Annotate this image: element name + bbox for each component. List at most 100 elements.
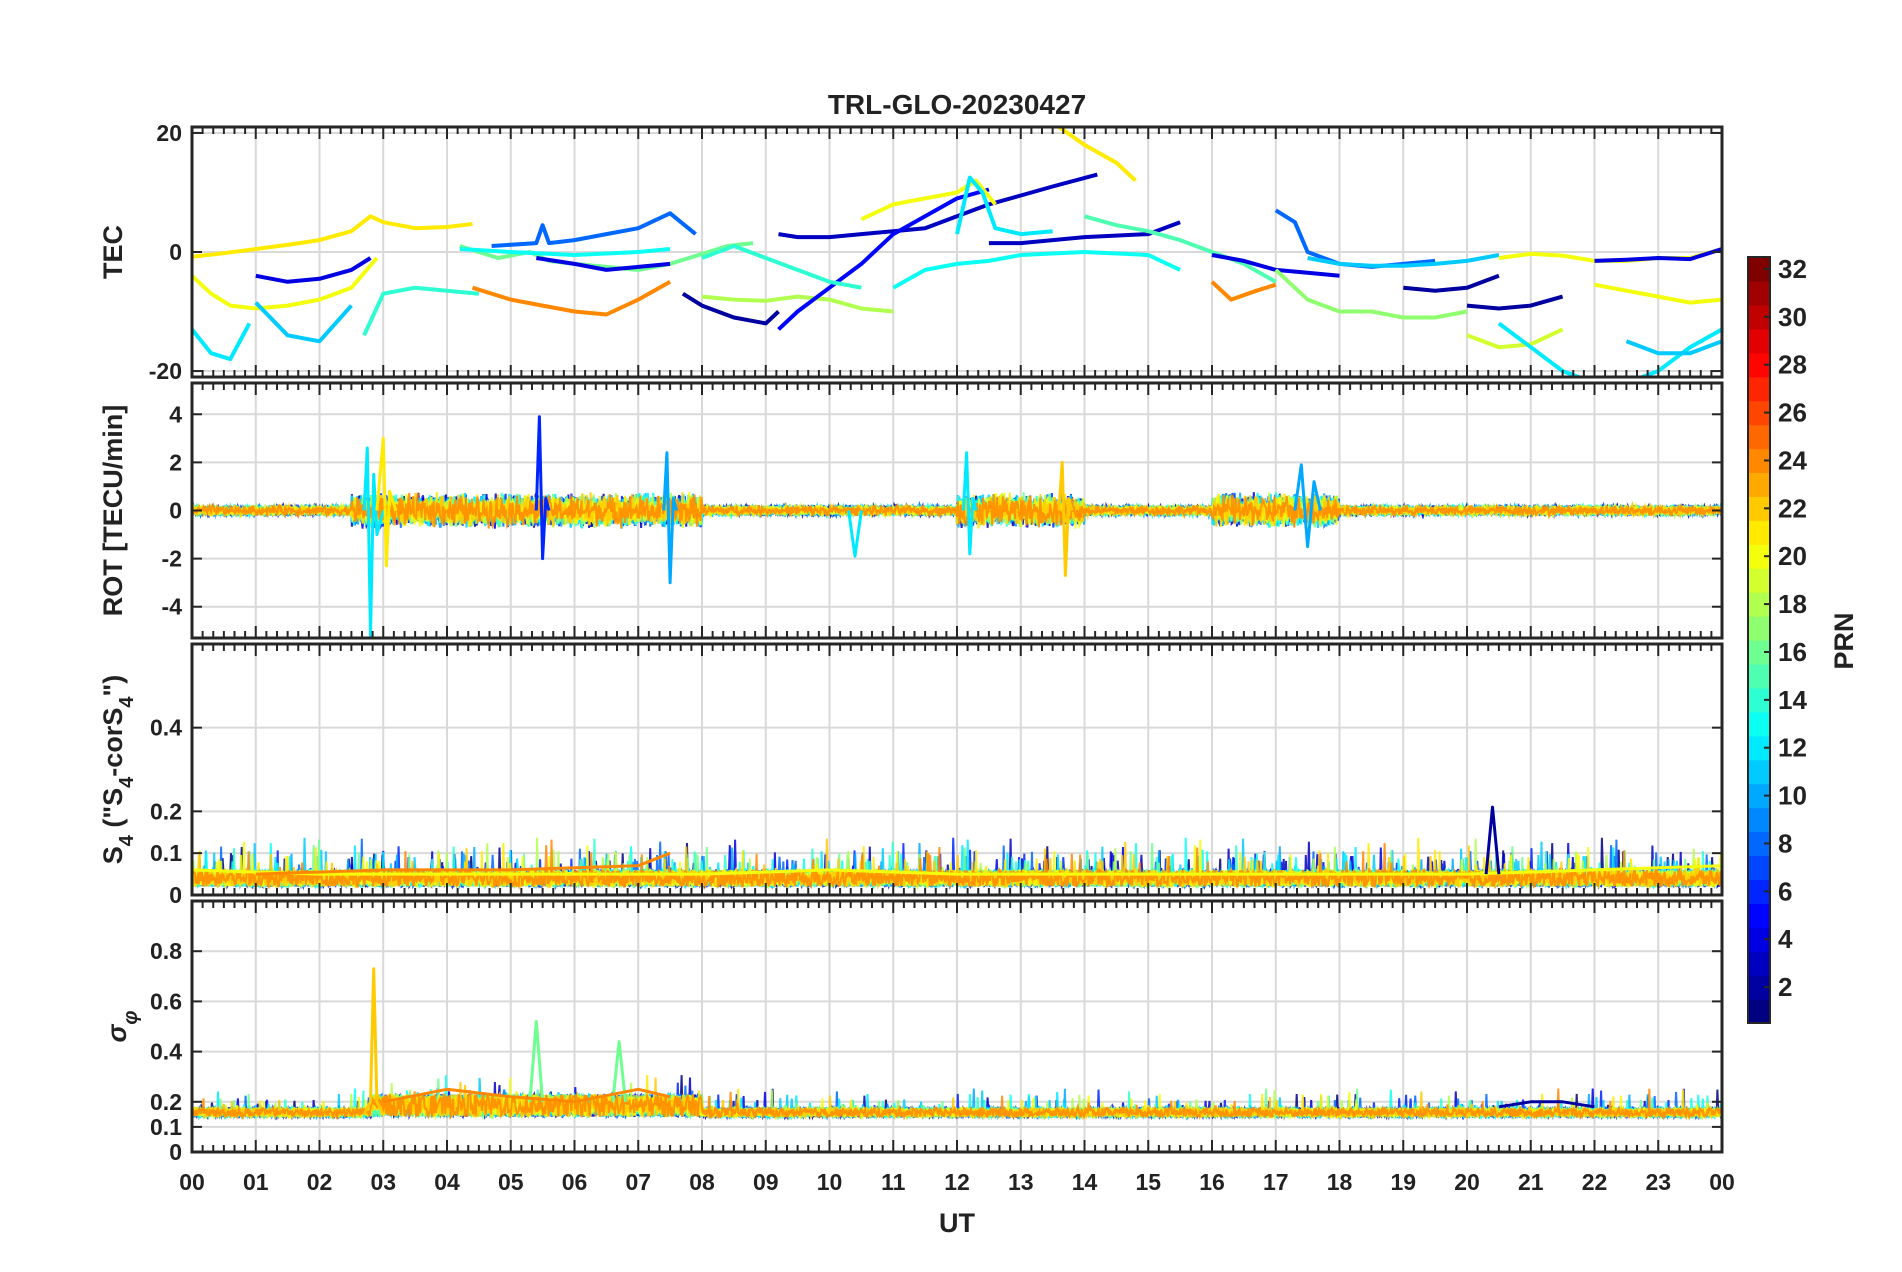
y-axis-label-sigma: σφ [102, 1011, 142, 1043]
series-line-prn-2 [1484, 805, 1501, 875]
y-tick-label: -2 [162, 546, 182, 572]
y-axis-label-rot: ROT [TECU/min] [98, 405, 128, 616]
colorbar-segment [1748, 759, 1770, 785]
colorbar-tick-label: 8 [1778, 828, 1792, 858]
series-line-prn-21 [192, 214, 473, 259]
colorbar-tick-label: 10 [1778, 781, 1807, 811]
y-tick-label: 0.4 [150, 715, 182, 741]
series-line-prn-11 [1625, 339, 1722, 356]
colorbar-segment [1748, 831, 1770, 857]
x-tick-label: 06 [562, 1169, 588, 1195]
colorbar-segment [1748, 472, 1770, 497]
colorbar-tick-label: 6 [1778, 876, 1792, 906]
series-line-prn-6 [534, 415, 551, 561]
series-line-prn-3 [988, 220, 1181, 246]
noise-trace [192, 492, 1722, 530]
series-line-prn-4 [255, 256, 372, 284]
colorbar-segment [1748, 951, 1770, 976]
x-tick-label: 22 [1582, 1169, 1608, 1195]
series-line-prn-13 [892, 250, 1181, 290]
colorbar-segment [1748, 352, 1770, 378]
series-line-prn-12 [192, 322, 252, 362]
colorbar-segment [1748, 568, 1770, 593]
y-tick-label: 2 [169, 449, 182, 475]
series-line-prn-11 [1307, 253, 1500, 268]
series-line-prn-24 [1210, 280, 1277, 302]
series-line-prn-19 [1466, 327, 1564, 350]
y-tick-label: -4 [162, 594, 183, 620]
colorbar-segment [1748, 304, 1770, 330]
x-tick-label: 23 [1645, 1169, 1671, 1195]
series-group [192, 967, 1722, 1121]
y-tick-label: 20 [156, 120, 182, 146]
series-line-prn-20 [192, 256, 379, 311]
colorbar-tick-label: 22 [1778, 493, 1807, 523]
y-tick-label: 0.8 [150, 938, 182, 964]
x-tick-label: 01 [243, 1169, 269, 1195]
series-line-prn-13 [459, 247, 671, 257]
y-tick-label: 0 [169, 1139, 182, 1165]
y-tick-label: 0.1 [150, 1114, 182, 1140]
colorbar-tick-label: 32 [1778, 254, 1807, 284]
x-tick-label: 05 [498, 1169, 524, 1195]
panel-sigma: 0.8 0.6 0.4 0.20.10 σφ [102, 899, 1724, 1165]
colorbar-segment [1748, 400, 1770, 426]
series-line-prn-2 [1466, 294, 1564, 311]
series-line-prn-14 [362, 285, 480, 337]
colorbar-tick-label: 16 [1778, 637, 1807, 667]
y-tick-label: 0.2 [150, 798, 182, 824]
colorbar-segment [1748, 999, 1770, 1024]
colorbar-segment [1748, 663, 1770, 689]
y-tick-label: 4 [169, 401, 182, 427]
x-tick-label: 14 [1072, 1169, 1098, 1195]
x-tick-label: 16 [1199, 1169, 1225, 1195]
colorbar-segment [1748, 855, 1770, 880]
x-tick-label: 13 [1008, 1169, 1034, 1195]
y-tick-label: 0 [169, 239, 182, 265]
series-line-prn-2 [681, 292, 780, 326]
x-tick-label: 10 [817, 1169, 843, 1195]
x-tick-label: 04 [434, 1169, 460, 1195]
colorbar-segment [1748, 927, 1770, 952]
colorbar-frame [1747, 256, 1771, 1024]
colorbar-tick-label: 14 [1778, 685, 1807, 715]
colorbar-segment [1748, 783, 1770, 809]
colorbar-label: PRN [1829, 612, 1859, 669]
series-line-prn-5 [777, 187, 990, 331]
series-line-prn-22 [362, 967, 385, 1115]
series-line-prn-10 [662, 451, 678, 585]
colorbar-segment [1748, 448, 1770, 474]
x-tick-label: 18 [1327, 1169, 1353, 1195]
series-line-prn-21 [1057, 127, 1137, 183]
series-line-prn-15 [1083, 214, 1277, 284]
colorbar-segment [1748, 640, 1770, 665]
colorbar-tick-label: 4 [1778, 924, 1793, 954]
series-line-prn-12 [847, 510, 863, 558]
panel-s4: 0.4 0.2 0.1 0 S4 ("S4-corS4") [98, 642, 1724, 908]
y-axis-label-s4: S4 ("S4-corS4") [98, 675, 138, 865]
series-line-prn-12 [961, 451, 978, 556]
colorbar: 32 30 28 26 24 22 20 18 16 14 12 10 8 6 4 2 [1747, 254, 1807, 1024]
series-line-prn-17 [1274, 268, 1468, 320]
colorbar-segment [1748, 879, 1770, 904]
y-tick-label: -20 [149, 358, 182, 384]
x-axis-label: UT [939, 1208, 975, 1238]
x-tick-label: 17 [1263, 1169, 1289, 1195]
y-tick-label: 0.6 [150, 988, 182, 1014]
x-tick-label: 03 [370, 1169, 396, 1195]
colorbar-tick-label: 20 [1778, 541, 1807, 571]
series-line-prn-22 [1057, 460, 1074, 577]
colorbar-segment [1748, 376, 1770, 402]
series-line-prn-21 [375, 436, 398, 568]
series-line-prn-14 [701, 244, 862, 290]
noise-trace [192, 1087, 1722, 1121]
colorbar-segment [1748, 975, 1770, 1000]
x-tick-label: 15 [1135, 1169, 1161, 1195]
panel-tec: 20 0 -20 TEC [98, 120, 1724, 384]
y-tick-label: 0.4 [150, 1039, 182, 1065]
colorbar-tick-label: 18 [1778, 589, 1807, 619]
colorbar-segment [1748, 807, 1770, 833]
